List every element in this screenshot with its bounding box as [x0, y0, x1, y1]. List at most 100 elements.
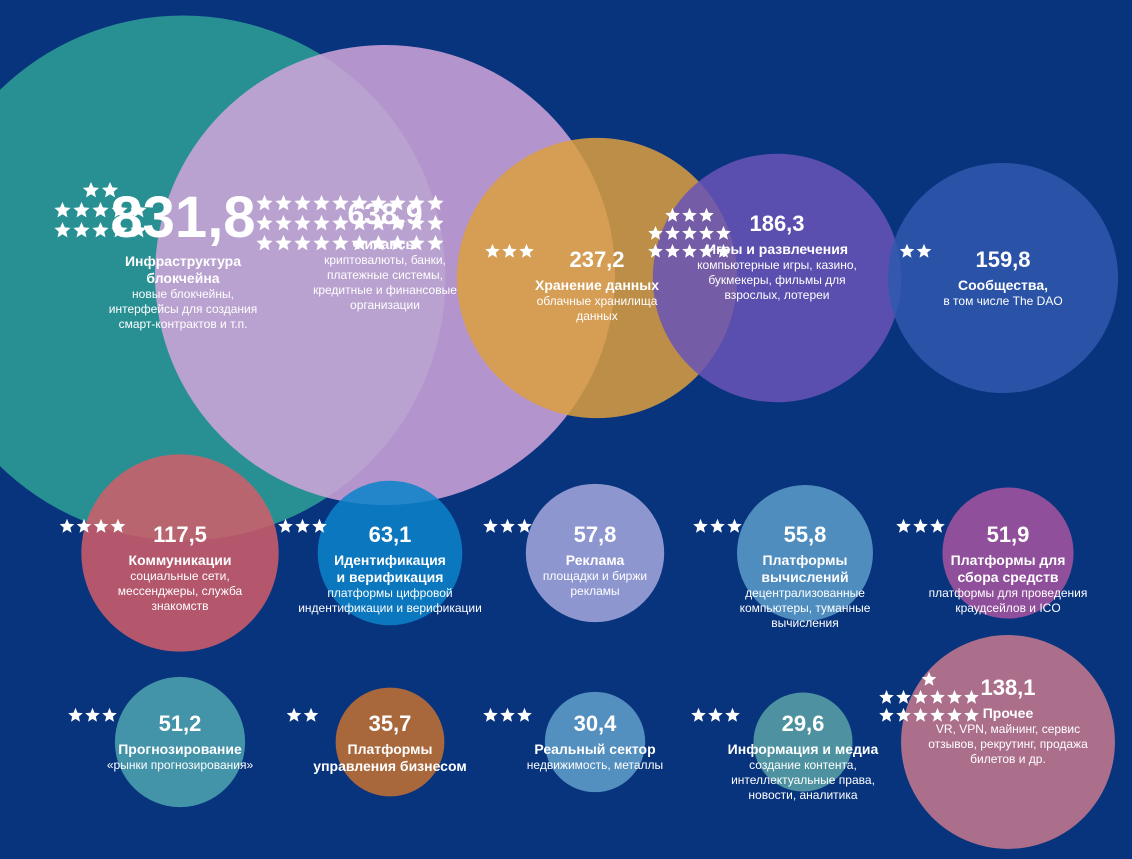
- star: [921, 671, 937, 686]
- bubble-label: 29,6 Информация и медиа создание контента,…: [673, 707, 933, 803]
- category-name: Платформы управления бизнесом: [313, 741, 467, 774]
- category-description: социальные сети, мессенджеры, служба зна…: [117, 569, 243, 613]
- star: [699, 243, 714, 258]
- star: [256, 235, 273, 251]
- category-name: Идентификация и верификация: [334, 552, 446, 585]
- star: [313, 235, 330, 251]
- bubble: [901, 635, 1115, 849]
- stars: [483, 518, 532, 533]
- stars: [483, 707, 532, 722]
- star: [286, 707, 302, 722]
- category-description: облачные хранилища данных: [536, 294, 658, 323]
- category-name: Прочее: [982, 705, 1034, 721]
- star: [111, 201, 128, 218]
- category-description: площадки и биржи рекламы: [542, 569, 648, 598]
- star: [85, 707, 100, 722]
- star: [351, 194, 368, 211]
- star: [370, 235, 387, 251]
- star: [389, 235, 406, 251]
- star: [699, 225, 714, 240]
- star: [408, 235, 425, 251]
- star: [682, 243, 697, 258]
- star: [693, 518, 708, 533]
- category-description: «рынки прогнозирования»: [106, 758, 254, 772]
- category-description: недвижимость, металлы: [526, 758, 664, 772]
- star: [294, 235, 311, 251]
- star: [303, 707, 319, 722]
- star: [716, 243, 731, 258]
- stars: [879, 671, 979, 722]
- star: [691, 707, 706, 722]
- star: [73, 222, 90, 238]
- bubble-label: 186,3 Игры и развлечения компьютерные игры…: [647, 207, 907, 303]
- category-name: Коммуникации: [128, 552, 232, 568]
- bubble: [942, 487, 1074, 619]
- value-label: 55,8: [783, 522, 827, 547]
- star: [483, 707, 498, 722]
- bubble: [737, 485, 873, 621]
- category-name: Платформы для сбора средств: [950, 552, 1066, 585]
- star: [483, 518, 498, 533]
- star: [665, 243, 680, 258]
- star: [930, 707, 945, 722]
- category-name: Сообщества,: [957, 277, 1048, 293]
- star: [896, 707, 911, 722]
- star: [500, 707, 515, 722]
- star: [899, 243, 915, 258]
- value-label: 57,8: [573, 522, 617, 547]
- star: [332, 235, 349, 251]
- category-description: компьютерные игры, казино, букмекеры, фи…: [697, 258, 857, 302]
- bubble: [887, 162, 1119, 394]
- bubble-label: 51,9 Платформы для сбора средств платформы…: [878, 518, 1132, 616]
- star: [370, 214, 387, 231]
- star: [427, 194, 444, 211]
- bubble: [652, 153, 902, 403]
- bubble-label: 55,8 Платформы вычислений децентрализованн…: [675, 518, 935, 631]
- category-name: Информация и медиа: [727, 741, 879, 757]
- star: [408, 194, 425, 211]
- stars: [693, 518, 742, 533]
- star: [59, 518, 75, 533]
- star: [517, 518, 532, 533]
- value-label: 35,7: [368, 711, 412, 736]
- star: [92, 222, 109, 238]
- star: [896, 518, 911, 533]
- value-label: 51,2: [158, 711, 202, 736]
- category-name: Реклама: [565, 552, 625, 568]
- star: [76, 518, 92, 533]
- star: [716, 225, 731, 240]
- star: [879, 707, 894, 722]
- bubble-label: 117,5 Коммуникации социальные сети, мессен…: [50, 518, 310, 614]
- star: [708, 707, 723, 722]
- star: [278, 518, 293, 533]
- value-label: 138,1: [980, 675, 1036, 700]
- star: [682, 225, 697, 240]
- stars: [68, 707, 117, 722]
- star: [294, 214, 311, 231]
- bubble-label: 57,8 Реклама площадки и биржи рекламы: [465, 518, 725, 599]
- bubble: [525, 483, 665, 623]
- star: [502, 243, 517, 258]
- star: [517, 707, 532, 722]
- bubble: [456, 137, 738, 419]
- star: [93, 518, 109, 533]
- star: [947, 707, 962, 722]
- star: [427, 214, 444, 231]
- star: [485, 243, 500, 258]
- value-label: 159,8: [975, 247, 1031, 272]
- category-description: новые блокчейны, интерфейсы для создания…: [108, 287, 258, 331]
- star: [54, 201, 71, 218]
- category-name: Платформы вычислений: [761, 552, 849, 585]
- stars: [691, 707, 740, 722]
- bubble: [81, 454, 279, 652]
- star: [427, 235, 444, 251]
- stars: [896, 518, 945, 533]
- bubble-label: 35,7 Платформы управления бизнесом: [260, 707, 520, 775]
- star: [295, 518, 310, 533]
- star: [964, 689, 979, 704]
- star: [916, 243, 932, 258]
- category-description: платформы для проведения краудсейлов и I…: [928, 586, 1088, 615]
- star: [913, 689, 928, 704]
- category-name: Хранение данных: [535, 277, 659, 293]
